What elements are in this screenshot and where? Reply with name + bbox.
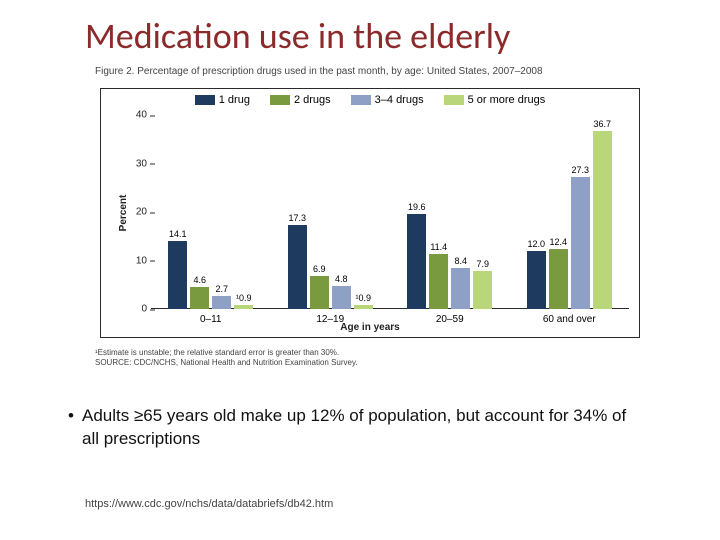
bar-fill (168, 241, 187, 309)
y-tick: 30 (121, 158, 147, 169)
bar: 7.9 (473, 271, 492, 309)
bar: 12.4 (549, 249, 568, 309)
bar-fill (527, 251, 546, 309)
legend-label: 1 drug (219, 94, 250, 106)
bar-value-label: ¹0.9 (236, 293, 252, 303)
bar-value-label: 12.4 (549, 237, 567, 247)
bar-fill (549, 249, 568, 309)
bar-fill (593, 131, 612, 309)
bar-fill (451, 268, 470, 309)
bar-value-label: 2.7 (215, 284, 228, 294)
slide: Medication use in the elderly Figure 2. … (0, 0, 720, 540)
bar-value-label: ¹0.9 (355, 293, 371, 303)
bar-fill (473, 271, 492, 309)
legend: 1 drug 2 drugs 3–4 drugs 5 or more drugs (101, 94, 639, 106)
bar-value-label: 14.1 (169, 229, 187, 239)
x-axis-label: Age in years (101, 322, 639, 333)
bar-fill (190, 287, 209, 309)
bar-fill (332, 286, 351, 309)
legend-item: 2 drugs (270, 94, 331, 106)
y-tick: 0 (121, 304, 147, 315)
bar-value-label: 4.8 (335, 274, 348, 284)
bar-fill (212, 296, 231, 309)
footnote-2: SOURCE: CDC/NCHS, National Health and Nu… (95, 358, 358, 368)
legend-swatch (270, 95, 290, 105)
bar-fill (429, 254, 448, 309)
y-tick: 10 (121, 255, 147, 266)
legend-label: 5 or more drugs (468, 94, 546, 106)
bar-fill (234, 305, 253, 309)
bar-value-label: 7.9 (476, 259, 489, 269)
bar-fill (288, 225, 307, 309)
source-url: https://www.cdc.gov/nchs/data/databriefs… (85, 498, 333, 510)
footnote-1: ¹Estimate is unstable; the relative stan… (95, 348, 339, 358)
legend-item: 5 or more drugs (444, 94, 546, 106)
legend-item: 1 drug (195, 94, 250, 106)
bar: ¹0.9 (354, 305, 373, 309)
bar-value-label: 12.0 (527, 239, 545, 249)
bar: 19.6 (407, 214, 426, 309)
bar: 27.3 (571, 177, 590, 309)
bar-value-label: 19.6 (408, 202, 426, 212)
bar-group: 12.012.427.336.760 and over (527, 117, 612, 309)
slide-title: Medication use in the elderly (85, 14, 510, 58)
bar-group: 17.36.94.8¹0.912–19 (288, 117, 373, 309)
bar-fill (407, 214, 426, 309)
bar: 4.8 (332, 286, 351, 309)
bullet-text: Adults ≥65 years old make up 12% of popu… (82, 405, 640, 451)
legend-swatch (351, 95, 371, 105)
bar-value-label: 17.3 (288, 213, 306, 223)
bar-value-label: 27.3 (571, 165, 589, 175)
bar: 6.9 (310, 276, 329, 309)
plot-area: Percent 01020304014.14.62.7¹0.90–1117.36… (151, 117, 629, 309)
legend-label: 3–4 drugs (375, 94, 424, 106)
bar-group: 14.14.62.7¹0.90–11 (168, 117, 253, 309)
bar: 4.6 (190, 287, 209, 309)
y-tick: 40 (121, 110, 147, 121)
bar: 12.0 (527, 251, 546, 309)
y-tick: 20 (121, 207, 147, 218)
legend-item: 3–4 drugs (351, 94, 424, 106)
bar-value-label: 11.4 (430, 242, 447, 252)
bar-fill (310, 276, 329, 309)
bar-value-label: 36.7 (593, 119, 611, 129)
bar-value-label: 6.9 (313, 264, 326, 274)
bar-fill (571, 177, 590, 309)
bar: ¹0.9 (234, 305, 253, 309)
figure-caption: Figure 2. Percentage of prescription dru… (95, 66, 543, 77)
chart-frame: 1 drug2 drugs3–4 drugs5 or more drugs Pe… (100, 88, 640, 338)
bar-value-label: 4.6 (193, 275, 206, 285)
bar: 8.4 (451, 268, 470, 309)
bar: 2.7 (212, 296, 231, 309)
legend-swatch (195, 95, 215, 105)
bar: 14.1 (168, 241, 187, 309)
bar: 17.3 (288, 225, 307, 309)
bar-group: 19.611.48.47.920–59 (407, 117, 492, 309)
legend-label: 2 drugs (294, 94, 331, 106)
legend-swatch (444, 95, 464, 105)
bar-value-label: 8.4 (454, 256, 467, 266)
bar: 36.7 (593, 131, 612, 309)
bar-fill (354, 305, 373, 309)
bar: 11.4 (429, 254, 448, 309)
